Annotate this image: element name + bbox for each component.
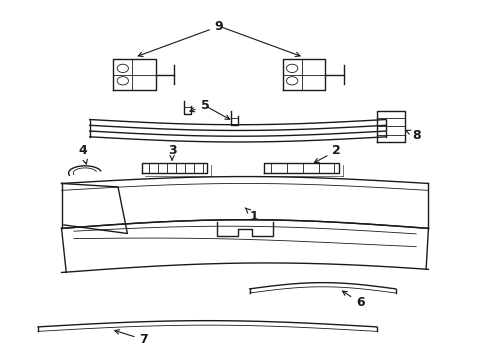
Text: 5: 5 bbox=[190, 99, 209, 112]
Text: 7: 7 bbox=[115, 330, 148, 346]
Text: 4: 4 bbox=[78, 144, 87, 164]
Text: 9: 9 bbox=[138, 20, 223, 57]
Text: 1: 1 bbox=[245, 208, 259, 223]
Text: 3: 3 bbox=[168, 144, 176, 160]
Text: 8: 8 bbox=[406, 129, 421, 141]
Text: 2: 2 bbox=[315, 144, 341, 163]
Text: 6: 6 bbox=[343, 291, 365, 309]
